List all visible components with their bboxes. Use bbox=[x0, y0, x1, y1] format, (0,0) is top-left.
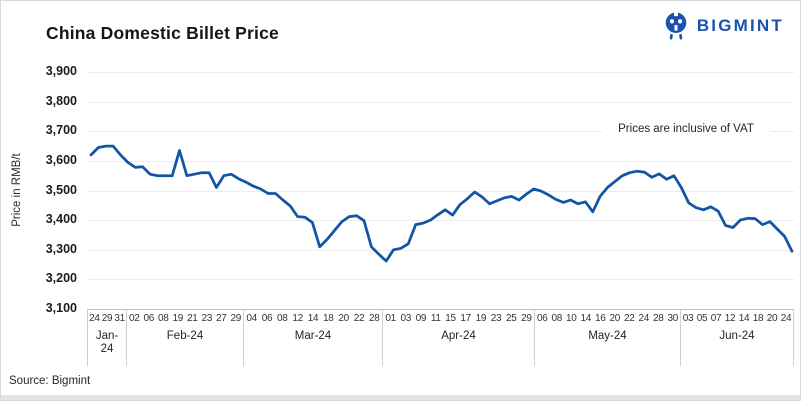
month-cell: 03 05 07 12 14 18 20 24 Jun-24 bbox=[680, 310, 794, 366]
day-tick-row: 24 29 31 bbox=[88, 310, 126, 327]
day-tick-label: 01 bbox=[385, 313, 396, 324]
day-tick-label: 03 bbox=[682, 313, 694, 324]
day-tick-label: 19 bbox=[475, 313, 487, 324]
day-tick-label: 20 bbox=[338, 313, 349, 324]
day-tick-label: 21 bbox=[186, 313, 198, 324]
source-note: Source: Bigmint bbox=[9, 375, 91, 387]
day-tick-row: 02 06 08 19 21 23 27 29 bbox=[127, 310, 243, 327]
y-axis-title: Price in RMB/t bbox=[11, 153, 23, 227]
day-tick-label: 08 bbox=[551, 313, 563, 324]
day-tick-label: 24 bbox=[780, 313, 792, 324]
day-tick-label: 22 bbox=[623, 313, 635, 324]
month-cell: 01 03 09 11 15 17 19 23 25 29 Apr-24 bbox=[382, 310, 534, 366]
gridline bbox=[87, 161, 794, 162]
day-tick-label: 23 bbox=[490, 313, 502, 324]
month-cell: 06 08 10 14 16 20 22 24 28 30 May-24 bbox=[534, 310, 680, 366]
day-tick-label: 14 bbox=[738, 313, 750, 324]
day-tick-label: 12 bbox=[292, 313, 303, 324]
day-tick-label: 18 bbox=[752, 313, 764, 324]
x-axis: 24 29 31 Jan-24 02 06 08 19 21 23 27 29 Feb-24 04 06 08… bbox=[87, 309, 794, 366]
gridline bbox=[87, 279, 794, 280]
day-tick-label: 12 bbox=[724, 313, 736, 324]
y-tick-label: 3,800 bbox=[45, 94, 77, 108]
day-tick-label: 17 bbox=[460, 313, 471, 324]
gridline bbox=[87, 220, 794, 221]
day-tick-label: 19 bbox=[172, 313, 184, 324]
month-label: Jan-24 bbox=[95, 330, 119, 355]
bigmint-logo: BIGMINT bbox=[662, 10, 784, 41]
day-tick-label: 28 bbox=[369, 313, 380, 324]
y-tick-label: 3,900 bbox=[45, 64, 77, 78]
day-tick-label: 04 bbox=[246, 313, 257, 324]
gridline bbox=[87, 102, 794, 103]
month-label: Feb-24 bbox=[166, 330, 204, 342]
y-tick-label: 3,100 bbox=[45, 301, 77, 315]
day-tick-label: 28 bbox=[652, 313, 664, 324]
day-tick-label: 29 bbox=[521, 313, 532, 324]
day-tick-label: 18 bbox=[323, 313, 334, 324]
day-tick-label: 06 bbox=[143, 313, 155, 324]
page-title: China Domestic Billet Price bbox=[46, 23, 279, 43]
bigmint-logo-text: BIGMINT bbox=[696, 15, 784, 35]
day-tick-row: 03 05 07 12 14 18 20 24 bbox=[681, 310, 793, 327]
day-tick-label: 29 bbox=[101, 313, 113, 324]
y-tick-label: 3,200 bbox=[45, 271, 77, 285]
day-tick-label: 14 bbox=[307, 313, 319, 324]
y-tick-label: 3,600 bbox=[45, 153, 77, 167]
day-tick-row: 04 06 08 12 14 18 20 22 28 bbox=[244, 310, 382, 327]
day-tick-label: 03 bbox=[400, 313, 412, 324]
month-label: Mar-24 bbox=[294, 330, 332, 342]
day-tick-label: 02 bbox=[128, 313, 140, 324]
day-tick-label: 11 bbox=[430, 313, 441, 324]
month-label: Jun-24 bbox=[719, 330, 755, 342]
day-tick-label: 23 bbox=[201, 313, 213, 324]
vat-annotation: Prices are inclusive of VAT bbox=[602, 121, 770, 137]
day-tick-label: 10 bbox=[565, 313, 577, 324]
gridline bbox=[87, 250, 794, 251]
gridline bbox=[87, 72, 794, 73]
day-tick-label: 14 bbox=[580, 313, 592, 324]
day-tick-label: 05 bbox=[696, 313, 708, 324]
y-tick-label: 3,500 bbox=[45, 183, 77, 197]
day-tick-label: 08 bbox=[157, 313, 169, 324]
day-tick-label: 06 bbox=[536, 313, 548, 324]
day-tick-label: 31 bbox=[114, 313, 125, 324]
day-tick-label: 09 bbox=[415, 313, 427, 324]
day-tick-label: 25 bbox=[505, 313, 517, 324]
gridline bbox=[87, 191, 794, 192]
day-tick-row: 01 03 09 11 15 17 19 23 25 29 bbox=[383, 310, 534, 327]
day-tick-label: 15 bbox=[445, 313, 456, 324]
day-tick-label: 07 bbox=[710, 313, 722, 324]
y-tick-label: 3,700 bbox=[45, 123, 77, 137]
day-tick-label: 24 bbox=[89, 313, 100, 324]
day-tick-label: 16 bbox=[594, 313, 606, 324]
day-tick-label: 06 bbox=[261, 313, 273, 324]
y-tick-label: 3,400 bbox=[45, 212, 77, 226]
bigmint-logo-icon bbox=[665, 10, 687, 40]
bottom-strip bbox=[1, 395, 800, 400]
month-label: Apr-24 bbox=[441, 330, 476, 342]
day-tick-row: 06 08 10 14 16 20 22 24 28 30 bbox=[535, 310, 680, 327]
month-cell: 02 06 08 19 21 23 27 29 Feb-24 bbox=[126, 310, 243, 366]
y-tick-label: 3,300 bbox=[45, 242, 77, 256]
day-tick-label: 20 bbox=[766, 313, 778, 324]
day-tick-label: 27 bbox=[215, 313, 227, 324]
day-tick-label: 24 bbox=[638, 313, 650, 324]
month-cell: 24 29 31 Jan-24 bbox=[87, 310, 126, 366]
day-tick-label: 22 bbox=[353, 313, 365, 324]
gridline bbox=[87, 131, 794, 132]
month-label: May-24 bbox=[588, 330, 627, 342]
day-tick-label: 08 bbox=[277, 313, 288, 324]
day-tick-label: 20 bbox=[609, 313, 621, 324]
month-cell: 04 06 08 12 14 18 20 22 28 Mar-24 bbox=[243, 310, 382, 366]
day-tick-label: 30 bbox=[667, 313, 679, 324]
day-tick-label: 29 bbox=[230, 313, 242, 324]
